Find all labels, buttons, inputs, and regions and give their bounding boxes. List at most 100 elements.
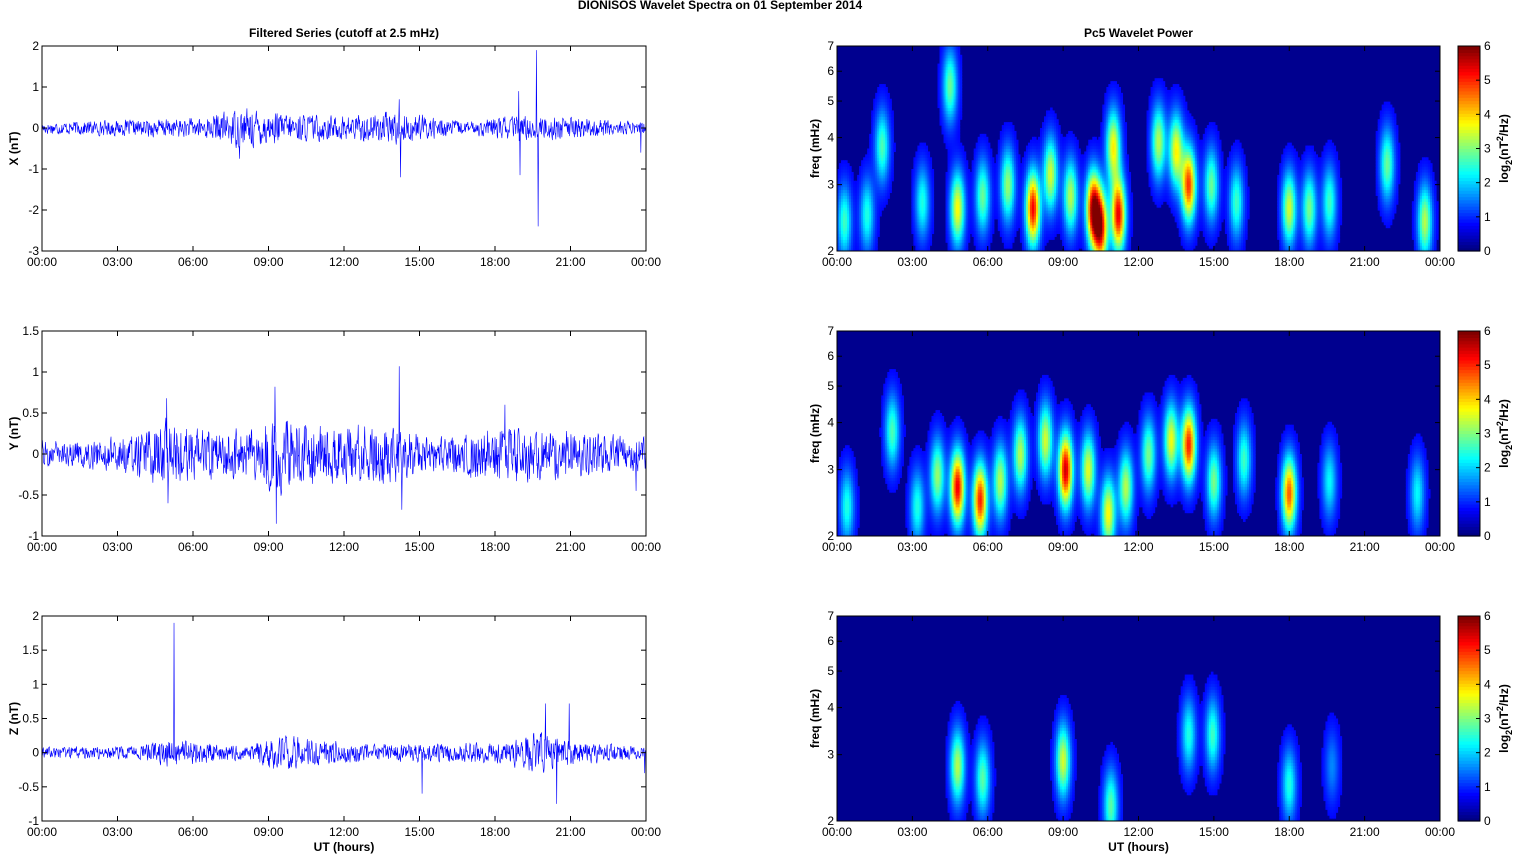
heatmap-cell [1025,239,1029,243]
heatmap-cell [997,204,1001,208]
heatmap-cell [1096,198,1099,202]
heatmap-cell [1056,221,1059,226]
heatmap-cell [1013,177,1017,182]
heatmap-cell [927,166,931,170]
heatmap-cell [1025,180,1029,185]
heatmap-cell [1108,245,1111,249]
heatmap-cell [981,236,985,240]
heatmap-cell [1106,236,1109,240]
heatmap-cell [951,125,955,129]
heatmap-cell [871,227,874,232]
heatmap-cell [1108,84,1111,88]
heatmap-cell [1044,151,1047,155]
heatmap-cell [1052,130,1055,135]
heatmap-cell [1068,154,1071,158]
heatmap-cell [877,136,880,141]
heatmap-cell [1092,248,1095,251]
heatmap-cell [1084,157,1087,161]
heatmap-cell [997,171,1001,176]
heatmap-cell [1007,166,1011,170]
heatmap-cell [1058,148,1061,153]
heatmap-cell [861,180,864,185]
heatmap-cell [917,242,921,246]
heatmap-cell [941,122,945,126]
heatmap-cell [875,148,878,153]
heatmap-cell [863,218,866,223]
heatmap-cell [1112,174,1115,179]
heatmap-cell [1070,245,1073,249]
heatmap-cell [1019,201,1023,205]
heatmap-cell [1058,139,1061,144]
heatmap-cell [889,160,892,164]
heatmap-cell [987,245,991,249]
heatmap-cell [1001,128,1005,132]
heatmap-cell [1066,142,1069,147]
heatmap-cell [1102,171,1105,176]
heatmap-cell [971,160,975,164]
heatmap-cell [1086,248,1089,251]
heatmap-cell [979,154,983,158]
heatmap-cell [953,122,957,126]
heatmap-cell [847,221,850,226]
heatmap-cell [889,110,892,114]
heatmap-cell [847,183,850,188]
heatmap-cell [1090,139,1093,144]
heatmap-cell [1074,212,1077,217]
heatmap-cell [1100,221,1103,226]
heatmap-cell [1070,236,1073,240]
heatmap-cell [865,239,868,243]
heatmap-cell [887,183,890,188]
heatmap-cell [1056,215,1059,220]
heatmap-cell [1096,204,1099,208]
heatmap-cell [987,195,991,199]
heatmap-cell [881,177,884,182]
heatmap-cell [1112,89,1115,94]
heatmap-cell [955,210,959,214]
heatmap-cell [919,180,923,185]
heatmap-cell [1003,122,1007,126]
heatmap-cell [1029,171,1033,176]
heatmap-cell [911,212,914,217]
heatmap-cell [1005,157,1009,161]
heatmap-cell [847,210,850,214]
heatmap-cell [883,95,886,100]
heatmap-cell [1033,163,1037,167]
heatmap-cell [997,212,1001,217]
heatmap-cell [1068,245,1071,249]
heatmap-cell [1114,233,1117,237]
heatmap-cell [1009,183,1013,188]
heatmap-cell [1104,186,1107,191]
heatmap-cell [1005,160,1009,164]
heatmap-cell [961,177,965,182]
heatmap-cell [1080,169,1083,173]
heatmap-cell [1066,239,1069,243]
heatmap-cell [921,154,925,158]
heatmap-cell [1062,157,1065,161]
heatmap-cell [875,130,878,135]
heatmap-cell [1033,227,1037,232]
heatmap-cell [885,142,888,147]
heatmap-cell [949,215,953,220]
heatmap-cell [927,183,931,188]
heatmap-cell [989,227,993,232]
heatmap-cell [849,183,852,188]
heatmap-cell [1017,201,1021,205]
heatmap-cell [975,207,979,211]
heatmap-cell [1064,180,1067,185]
heatmap-cell [847,163,850,167]
heatmap-cell [855,215,858,220]
heatmap-cell [1100,248,1103,251]
heatmap-cell [919,157,923,161]
heatmap-cell [873,248,876,251]
heatmap-cell [1068,183,1071,188]
heatmap-cell [859,195,862,199]
y-tick-label: -1 [28,162,39,176]
heatmap-cell [1078,169,1081,173]
heatmap-cell [1023,154,1027,158]
heatmap-cell [921,201,925,205]
heatmap-cell [1090,145,1093,150]
heatmap-cell [851,207,854,211]
heatmap-cell [1086,186,1089,191]
heatmap-cell [955,163,959,167]
heatmap-cell [1088,151,1091,155]
